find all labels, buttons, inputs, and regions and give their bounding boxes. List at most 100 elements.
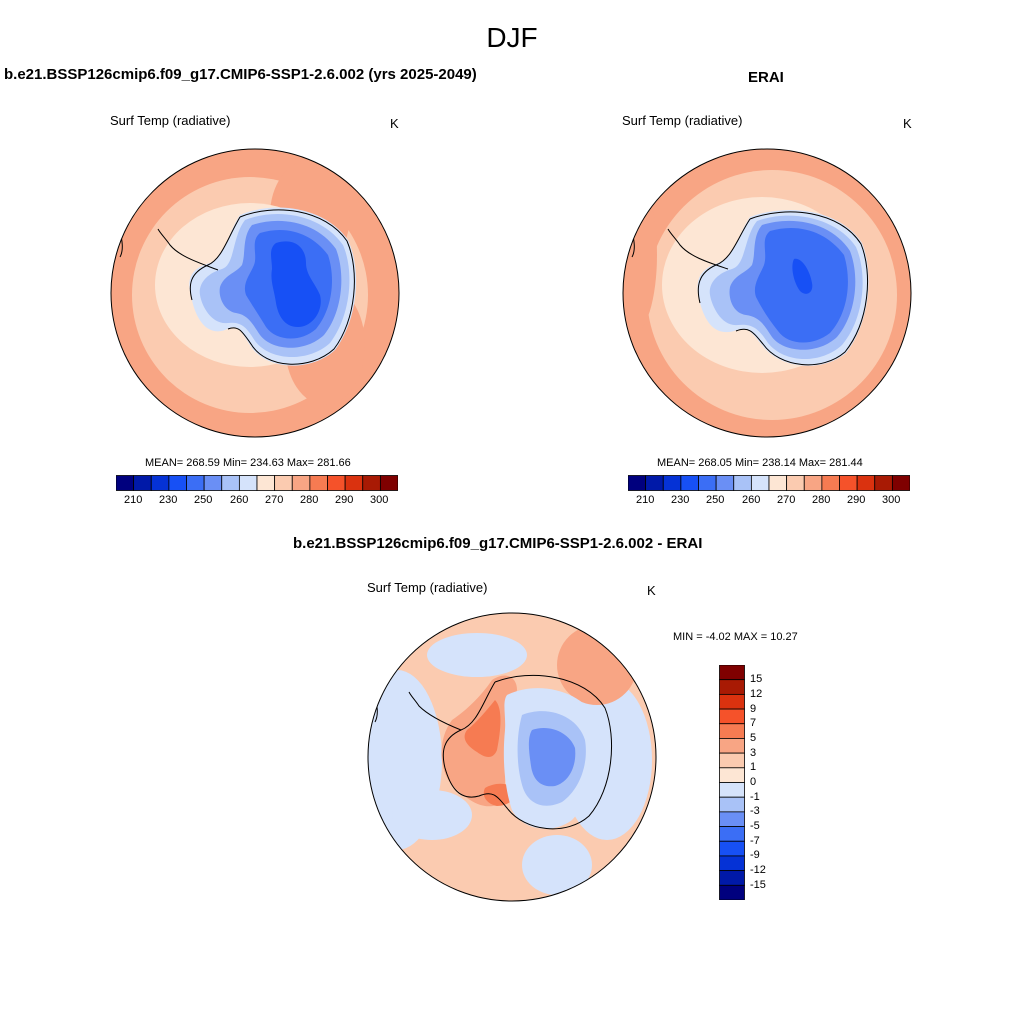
obs-colorbar-ticks: 210 230 250 260 270 280 290 300 bbox=[628, 494, 910, 508]
colorbar-box bbox=[291, 475, 311, 491]
obs-tick-3: 260 bbox=[742, 494, 761, 506]
diff-variable-label: Surf Temp (radiative) bbox=[367, 580, 488, 595]
obs-tick-2: 250 bbox=[706, 494, 725, 506]
diff-tick-1: 12 bbox=[750, 688, 763, 700]
diff-tick-6: 1 bbox=[750, 761, 757, 773]
diff-tick-2: 9 bbox=[750, 703, 757, 715]
model-colorbar-boxes bbox=[115, 475, 399, 491]
colorbar-box bbox=[719, 855, 745, 872]
diff-tick-10: -5 bbox=[750, 820, 760, 832]
model-tick-7: 300 bbox=[370, 494, 389, 506]
obs-tick-0: 210 bbox=[636, 494, 655, 506]
diff-units-label: K bbox=[647, 583, 656, 598]
model-colorbar bbox=[115, 475, 399, 496]
colorbar-box bbox=[627, 475, 647, 491]
diff-polar-map bbox=[367, 612, 657, 902]
diff-tick-9: -3 bbox=[750, 805, 760, 817]
colorbar-box bbox=[362, 475, 381, 491]
colorbar-box bbox=[786, 475, 805, 491]
obs-variable-label: Surf Temp (radiative) bbox=[622, 113, 743, 128]
colorbar-box bbox=[856, 475, 876, 491]
colorbar-box bbox=[719, 738, 745, 754]
colorbar-box bbox=[645, 475, 664, 491]
colorbar-box bbox=[680, 475, 699, 491]
colorbar-box bbox=[768, 475, 788, 491]
colorbar-box bbox=[719, 693, 745, 710]
colorbar-box bbox=[719, 679, 745, 695]
model-tick-5: 280 bbox=[300, 494, 319, 506]
obs-tick-7: 300 bbox=[882, 494, 901, 506]
colorbar-box bbox=[344, 475, 364, 491]
colorbar-box bbox=[662, 475, 682, 491]
colorbar-box bbox=[719, 884, 745, 901]
colorbar-box bbox=[327, 475, 346, 491]
obs-tick-6: 290 bbox=[847, 494, 866, 506]
colorbar-box bbox=[274, 475, 293, 491]
colorbar-box bbox=[238, 475, 258, 491]
model-polar-map bbox=[110, 148, 400, 438]
colorbar-box bbox=[719, 811, 745, 827]
diff-tick-0: 15 bbox=[750, 673, 763, 685]
colorbar-box bbox=[803, 475, 823, 491]
colorbar-box bbox=[715, 475, 735, 491]
colorbar-box bbox=[115, 475, 135, 491]
colorbar-box bbox=[821, 475, 840, 491]
obs-units-label: K bbox=[903, 116, 912, 131]
model-tick-0: 210 bbox=[124, 494, 143, 506]
model-tick-3: 260 bbox=[230, 494, 249, 506]
diff-tick-8: -1 bbox=[750, 791, 760, 803]
diff-tick-13: -12 bbox=[750, 864, 766, 876]
model-colorbar-ticks: 210 230 250 260 270 280 290 300 bbox=[116, 494, 398, 508]
colorbar-box bbox=[719, 767, 745, 783]
obs-colorbar-boxes bbox=[627, 475, 911, 491]
colorbar-box bbox=[874, 475, 893, 491]
colorbar-box bbox=[719, 840, 745, 857]
diff-tick-4: 5 bbox=[750, 732, 757, 744]
model-tick-6: 290 bbox=[335, 494, 354, 506]
model-tick-2: 250 bbox=[194, 494, 213, 506]
model-stats: MEAN= 268.59 Min= 234.63 Max= 281.66 bbox=[145, 457, 351, 469]
diff-tick-7: 0 bbox=[750, 776, 757, 788]
colorbar-box bbox=[750, 475, 770, 491]
colorbar-box bbox=[698, 475, 717, 491]
diff-panel-title: b.e21.BSSP126cmip6.f09_g17.CMIP6-SSP1-2.… bbox=[293, 535, 703, 552]
colorbar-box bbox=[150, 475, 170, 491]
obs-colorbar bbox=[627, 475, 911, 496]
colorbar-box bbox=[719, 782, 745, 798]
diff-colorbar-ticks: 15 12 9 7 5 3 1 0 -1 -3 -5 -7 -9 -12 -15 bbox=[750, 665, 790, 900]
diff-tick-14: -15 bbox=[750, 879, 766, 891]
model-units-label: K bbox=[390, 116, 399, 131]
colorbar-box bbox=[203, 475, 223, 491]
obs-tick-4: 270 bbox=[777, 494, 796, 506]
diff-stats: MIN = -4.02 MAX = 10.27 bbox=[673, 631, 798, 643]
colorbar-box bbox=[719, 870, 745, 886]
figure-title: DJF bbox=[486, 22, 538, 53]
obs-panel-title: ERAI bbox=[748, 69, 784, 86]
colorbar-box bbox=[221, 475, 240, 491]
colorbar-box bbox=[733, 475, 752, 491]
colorbar-box bbox=[309, 475, 328, 491]
obs-stats: MEAN= 268.05 Min= 238.14 Max= 281.44 bbox=[657, 457, 863, 469]
model-tick-1: 230 bbox=[159, 494, 178, 506]
colorbar-box bbox=[256, 475, 276, 491]
model-panel-title: b.e21.BSSP126cmip6.f09_g17.CMIP6-SSP1-2.… bbox=[4, 66, 477, 83]
diff-tick-3: 7 bbox=[750, 717, 757, 729]
diff-colorbar-boxes bbox=[719, 664, 745, 901]
diff-tick-11: -7 bbox=[750, 835, 760, 847]
model-variable-label: Surf Temp (radiative) bbox=[110, 113, 231, 128]
obs-polar-map bbox=[622, 148, 912, 438]
diff-colorbar bbox=[719, 664, 745, 905]
colorbar-box bbox=[186, 475, 205, 491]
colorbar-box bbox=[891, 475, 911, 491]
obs-tick-1: 230 bbox=[671, 494, 690, 506]
obs-tick-5: 280 bbox=[812, 494, 831, 506]
colorbar-box bbox=[719, 708, 745, 725]
colorbar-box bbox=[379, 475, 399, 491]
colorbar-box bbox=[168, 475, 187, 491]
colorbar-box bbox=[133, 475, 152, 491]
colorbar-box bbox=[719, 723, 745, 739]
diff-tick-12: -9 bbox=[750, 849, 760, 861]
diff-tick-5: 3 bbox=[750, 747, 757, 759]
colorbar-box bbox=[719, 752, 745, 769]
model-tick-4: 270 bbox=[265, 494, 284, 506]
